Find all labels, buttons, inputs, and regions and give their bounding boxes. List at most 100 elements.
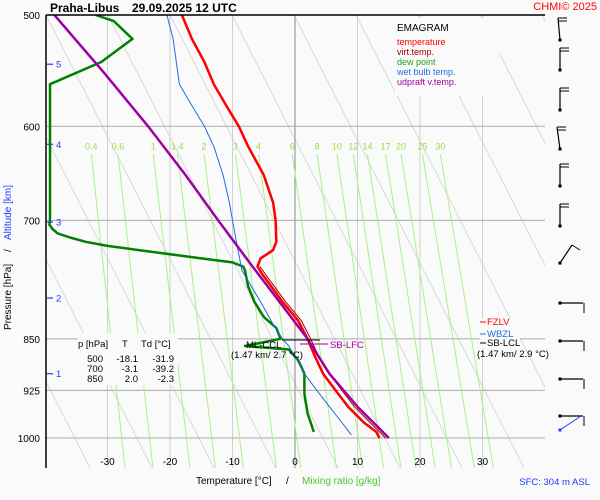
barb-base [558,184,562,188]
mixing-ratio-label: 25 [417,141,427,151]
sb-lcl-detail: (1.47 km/ 2.9 °C) [477,349,549,360]
axes-layer: 0.4 0.6 1 1.4 2 3 4 6 8 10 12 14 17 20 25 3050060070085… [18,11,545,468]
y-axis-label-group: Pressure [hPa] / Altitude [km] [3,185,14,330]
legend-temperature: temperature [397,37,446,47]
series-line-temperature [180,15,381,439]
x-tick-label: -10 [225,457,240,468]
legend-virt-temp: virt.temp. [397,47,434,57]
altitude-tick-label: 3 [56,218,61,229]
table-cell: 2.0 [125,374,138,385]
sb-lfc-label: SB-LFC [330,340,364,351]
table-cell: -31.9 [152,354,174,365]
x-tick-label: 10 [352,457,364,468]
table-box [78,333,178,385]
dry-adiabat-line [169,15,401,468]
legend-wet-bulb: wet bulb temp. [396,67,456,77]
wind-barb [558,163,569,188]
x-axis-separator: / [286,476,289,487]
mixing-ratio-label: 1.4 [171,141,184,151]
surface-wind-base [558,428,562,432]
dry-adiabat-line [293,15,525,468]
wind-barb [558,301,585,313]
station-title: Praha-Libus [50,1,120,15]
barb-base [558,339,562,343]
y-tick-label: 600 [23,122,40,133]
mixing-ratio-line [336,154,385,468]
y-tick-label: 500 [23,11,40,22]
table-cell: 700 [87,364,103,375]
table-header-t: T [122,339,128,350]
x-tick-label: 20 [414,457,426,468]
y-axis-label-altitude: Altitude [km] [3,185,14,240]
barb-base [558,377,562,381]
barb-base [558,68,562,72]
table-header-td: Td [°C] [141,339,171,350]
dry-adiabat-line [46,380,91,468]
x-tick-label: 30 [477,457,489,468]
mixing-ratio-label: 12 [348,141,358,151]
table-header-p: p [hPa] [78,339,108,350]
x-tick-label: -20 [163,457,178,468]
wind-barb [557,17,567,42]
mixing-ratio-layer [90,154,494,468]
barb-base [558,261,562,265]
wind-barb [558,244,581,265]
barb-staff [557,17,561,41]
mixing-ratio-label: 10 [332,141,342,151]
x-axis-label: Temperature [°C] [196,476,272,487]
x-tick-label: 0 [292,457,298,468]
mixing-ratio-label: 0.4 [85,141,98,151]
mixing-ratio-line [439,154,494,468]
mixing-ratio-line [234,154,277,468]
mixing-ratio-line [385,154,436,468]
series-line-dew-point [48,15,315,433]
mixing-ratio-label: 1 [151,141,156,151]
barb-base [558,108,562,112]
mixing-ratio-line [176,154,216,468]
dry-adiabat-line [0,15,28,468]
mixing-ratio-line [291,154,337,468]
mixing-ratio-line [316,154,364,468]
series-layer [48,15,390,439]
mixing-ratio-line [366,154,417,468]
mixing-ratio-line [422,154,475,468]
barb-staff [559,244,573,264]
wind-barbs [556,17,585,432]
series-line-wet-bulb-temp- [166,15,352,436]
altitude-tick-label: 1 [56,369,61,380]
dry-adiabat-line [46,15,277,468]
y-tick-label: 1000 [18,434,41,445]
table-row: 700 -3.1 -39.2 [87,364,174,375]
altitude-tick-label: 5 [56,60,61,71]
wind-barb [558,339,585,351]
dry-adiabat-line [541,15,545,23]
series-line-virt-temp- [259,266,386,439]
table-cell: -2.3 [158,374,174,385]
wbzl-label: WBZL [487,329,513,340]
table-row: 500 -18.1 -31.9 [87,354,174,365]
dry-adiabat-line [46,258,153,468]
mixing-ratio-label: 2 [202,141,207,151]
barb-base [558,38,562,42]
copyright: CHMI© 2025 [533,1,597,13]
barb-staff [556,126,561,150]
x-tick-label: -30 [100,457,115,468]
wind-barb [558,414,585,432]
datetime-title: 29.09.2025 12 UTC [132,1,237,15]
dry-adiabat-line [107,15,339,468]
mixing-ratio-label: 14 [362,141,372,151]
x-axis-label-mixing: Mixing ratio [g/kg] [302,476,381,487]
barb-base [558,224,562,228]
y-axis-separator: / [3,249,14,252]
legend-dew-point: dew point [397,57,436,67]
wind-barb [558,87,569,112]
ml-ccl-label: ML-CCL [246,340,281,351]
table-cell: -39.2 [152,364,174,375]
barb-base [558,147,562,151]
altitude-tick-label: 4 [56,140,61,151]
ml-ccl-detail: (1.47 km/ 2.7 °C) [231,350,303,361]
barb-base [558,301,562,305]
mixing-ratio-line [117,154,154,468]
wind-barb [558,377,585,389]
